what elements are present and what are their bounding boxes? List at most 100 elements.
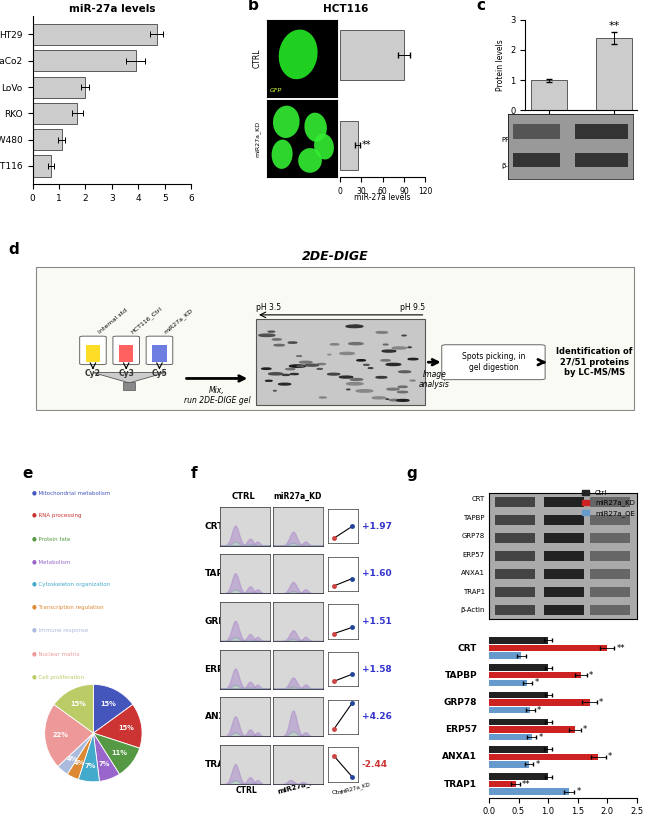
Ellipse shape bbox=[268, 373, 283, 375]
Bar bbox=[32, 155, 51, 177]
Ellipse shape bbox=[348, 343, 363, 344]
Ellipse shape bbox=[398, 386, 407, 387]
Bar bbox=[32, 129, 62, 151]
Ellipse shape bbox=[382, 350, 396, 352]
Ellipse shape bbox=[330, 344, 339, 345]
Text: -2.44: -2.44 bbox=[361, 760, 387, 769]
Text: miR27a_KD: miR27a_KD bbox=[254, 120, 260, 157]
Text: +1.58: +1.58 bbox=[361, 665, 391, 674]
FancyBboxPatch shape bbox=[256, 319, 425, 405]
Text: miR27a_KD: miR27a_KD bbox=[163, 307, 194, 335]
Text: Image
analysis: Image analysis bbox=[419, 370, 450, 389]
Text: g: g bbox=[407, 466, 417, 480]
Text: Mix,
run 2DE-DIGE gel: Mix, run 2DE-DIGE gel bbox=[183, 386, 250, 405]
Text: ● Metabolism: ● Metabolism bbox=[32, 559, 71, 564]
Bar bbox=[32, 24, 157, 45]
FancyBboxPatch shape bbox=[113, 336, 140, 365]
Ellipse shape bbox=[396, 400, 409, 401]
Ellipse shape bbox=[266, 380, 272, 381]
Text: miR27a_KD: miR27a_KD bbox=[277, 777, 321, 794]
Text: Ctrl: Ctrl bbox=[510, 625, 520, 635]
Ellipse shape bbox=[272, 339, 281, 340]
Ellipse shape bbox=[408, 358, 418, 360]
Ellipse shape bbox=[387, 388, 399, 390]
Ellipse shape bbox=[376, 377, 387, 379]
Text: CTRL: CTRL bbox=[253, 49, 262, 68]
Ellipse shape bbox=[376, 331, 387, 333]
Ellipse shape bbox=[381, 360, 390, 361]
Ellipse shape bbox=[274, 344, 284, 346]
Ellipse shape bbox=[288, 342, 297, 344]
Ellipse shape bbox=[318, 364, 326, 365]
Ellipse shape bbox=[268, 331, 274, 332]
Ellipse shape bbox=[262, 368, 271, 370]
Text: miR27a_KD: miR27a_KD bbox=[549, 625, 578, 648]
Ellipse shape bbox=[372, 397, 385, 399]
Title: miR-27a levels: miR-27a levels bbox=[69, 4, 155, 14]
Title: 2DE-DIGE: 2DE-DIGE bbox=[302, 250, 368, 263]
Text: GRP78: GRP78 bbox=[205, 617, 238, 626]
Text: ● Mitochondrial metabolism: ● Mitochondrial metabolism bbox=[32, 490, 110, 495]
Ellipse shape bbox=[393, 347, 406, 349]
FancyBboxPatch shape bbox=[124, 382, 135, 390]
Bar bbox=[32, 50, 136, 72]
Text: CRT: CRT bbox=[205, 522, 224, 531]
Text: PPARγ: PPARγ bbox=[501, 138, 523, 143]
Text: Cy5: Cy5 bbox=[151, 369, 167, 378]
Polygon shape bbox=[93, 373, 166, 383]
Text: ● Immune response: ● Immune response bbox=[32, 628, 89, 633]
Ellipse shape bbox=[306, 364, 318, 366]
Text: ● Transcription regulation: ● Transcription regulation bbox=[32, 606, 104, 610]
Text: c: c bbox=[476, 0, 486, 12]
Text: pH 3.5: pH 3.5 bbox=[256, 303, 281, 312]
Text: ERP57: ERP57 bbox=[463, 552, 485, 558]
Text: Ctrl: Ctrl bbox=[332, 790, 343, 794]
Text: TAPBP: TAPBP bbox=[463, 514, 485, 521]
Text: Identification of
27/51 proteins
by LC-MS/MS: Identification of 27/51 proteins by LC-M… bbox=[556, 348, 633, 377]
Text: +1.60: +1.60 bbox=[361, 569, 391, 578]
Title: HCT116: HCT116 bbox=[324, 4, 369, 14]
Text: CTRL: CTRL bbox=[231, 492, 255, 501]
Text: CRT: CRT bbox=[471, 497, 485, 502]
Ellipse shape bbox=[297, 365, 304, 366]
Ellipse shape bbox=[357, 360, 365, 361]
Text: TAPBP: TAPBP bbox=[205, 569, 237, 578]
Text: d: d bbox=[8, 243, 19, 257]
Ellipse shape bbox=[350, 379, 363, 380]
Ellipse shape bbox=[279, 383, 291, 385]
FancyBboxPatch shape bbox=[86, 345, 100, 362]
FancyBboxPatch shape bbox=[152, 345, 166, 362]
Text: Cy2: Cy2 bbox=[85, 369, 101, 378]
Text: +1.97: +1.97 bbox=[361, 522, 391, 531]
FancyBboxPatch shape bbox=[442, 345, 545, 379]
Ellipse shape bbox=[282, 374, 289, 375]
Text: β-Actin: β-Actin bbox=[501, 163, 525, 168]
Ellipse shape bbox=[289, 365, 306, 367]
Text: b: b bbox=[248, 0, 259, 12]
Ellipse shape bbox=[328, 374, 340, 375]
Ellipse shape bbox=[398, 371, 411, 373]
Ellipse shape bbox=[386, 363, 401, 365]
Text: +4.26: +4.26 bbox=[361, 712, 391, 721]
Text: TRAP1: TRAP1 bbox=[205, 760, 238, 769]
Ellipse shape bbox=[346, 383, 363, 385]
Text: Cy3: Cy3 bbox=[118, 369, 134, 378]
FancyBboxPatch shape bbox=[119, 345, 133, 362]
Text: Internal std: Internal std bbox=[97, 308, 128, 335]
Ellipse shape bbox=[286, 369, 294, 370]
Text: TRAP1: TRAP1 bbox=[463, 589, 485, 594]
Legend: Ctrl, miR27a_KD, miR27a_OE: Ctrl, miR27a_KD, miR27a_OE bbox=[580, 488, 638, 519]
Text: CTRL: CTRL bbox=[235, 786, 257, 794]
Text: miR27a_KD: miR27a_KD bbox=[339, 781, 371, 794]
Ellipse shape bbox=[340, 352, 354, 354]
Ellipse shape bbox=[339, 376, 353, 378]
Text: ● Nuclear matrix: ● Nuclear matrix bbox=[32, 651, 80, 657]
FancyBboxPatch shape bbox=[146, 336, 173, 365]
Text: ● Cytoskeleton organization: ● Cytoskeleton organization bbox=[32, 582, 110, 587]
Text: GRP78: GRP78 bbox=[462, 533, 485, 539]
Ellipse shape bbox=[398, 392, 408, 393]
Ellipse shape bbox=[259, 334, 275, 336]
Text: pH 9.5: pH 9.5 bbox=[400, 303, 425, 312]
Text: f: f bbox=[190, 466, 197, 480]
Text: miR-27a levels: miR-27a levels bbox=[354, 193, 411, 202]
